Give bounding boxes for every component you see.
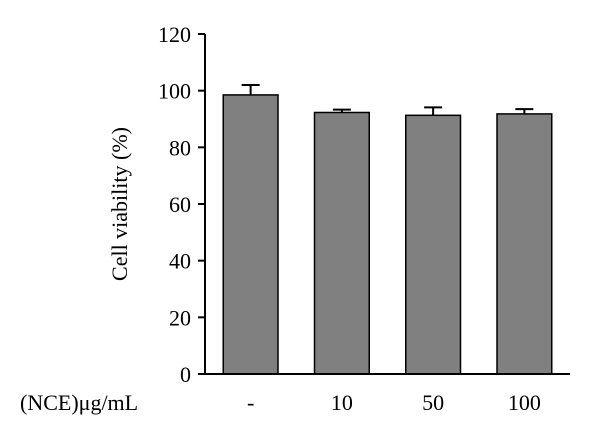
y-tick-label: 80 — [169, 135, 191, 160]
x-axis-title: (NCE)μg/mL — [20, 390, 138, 415]
y-tick-label: 0 — [180, 362, 191, 387]
y-axis-title: Cell viability (%) — [107, 127, 132, 281]
category-labels: - 10 50 100 — [247, 390, 541, 415]
y-tick-label: 100 — [158, 79, 191, 104]
error-bars — [241, 84, 534, 116]
y-axis-ticks: 0 20 40 60 80 100 120 — [158, 22, 205, 387]
bars — [222, 94, 553, 375]
bar — [222, 94, 279, 375]
y-tick-label: 120 — [158, 22, 191, 47]
x-category-label: - — [247, 390, 254, 415]
x-category-label: 10 — [331, 390, 353, 415]
bar — [496, 113, 553, 375]
bar — [405, 114, 462, 375]
x-category-label: 100 — [508, 390, 541, 415]
y-tick-label: 20 — [169, 305, 191, 330]
y-tick-label: 60 — [169, 192, 191, 217]
x-category-label: 50 — [422, 390, 444, 415]
bar — [313, 111, 370, 375]
y-tick-label: 40 — [169, 249, 191, 274]
